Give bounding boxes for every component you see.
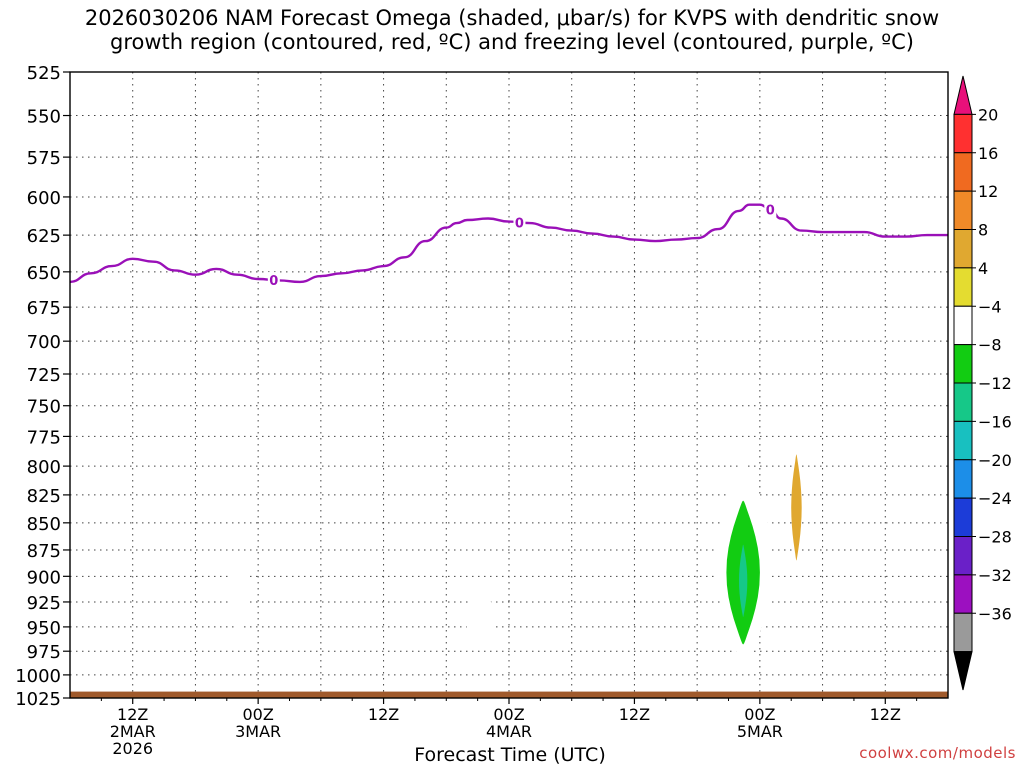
colorbar-segment (953, 420, 973, 461)
y-tick-label: 900 (27, 567, 61, 588)
colorbar-label: −12 (978, 374, 1012, 393)
contour-label-bg (267, 272, 280, 289)
x-tick-label: 12Z (870, 705, 901, 724)
y-tick-label: 625 (27, 226, 61, 247)
omega-region (791, 454, 802, 561)
chart-title-line-2: growth region (contoured, red, ºC) and f… (110, 30, 914, 54)
colorbar-segment (953, 497, 973, 537)
colorbar-segment (953, 344, 973, 384)
colorbar-label: 4 (978, 259, 988, 278)
contour-label-bg (764, 201, 777, 218)
x-tick-label: 12Z (117, 705, 148, 724)
y-tick-label: 875 (27, 541, 61, 562)
credit-label: coolwx.com/models (859, 744, 1016, 762)
x-tick-label: 12Z (619, 705, 650, 724)
colorbar-top-triangle (953, 75, 973, 115)
colorbar-segment (953, 267, 973, 307)
y-tick-label: 925 (27, 593, 61, 614)
chart-title: 2026030206 NAM Forecast Omega (shaded, μ… (0, 6, 1024, 54)
x-tick-label: 3MAR (235, 722, 281, 741)
y-tick-label: 825 (27, 486, 61, 507)
x-axis-title: Forecast Time (UTC) (414, 744, 606, 766)
colorbar-segment (953, 113, 973, 154)
x-tick-label: 5MAR (737, 722, 783, 741)
omega-region (228, 560, 248, 629)
y-tick-label: 700 (27, 332, 61, 353)
omega-region (739, 544, 748, 617)
omega-shading (228, 454, 802, 669)
colorbar-segment (953, 229, 973, 269)
colorbar-segment (953, 574, 973, 614)
colorbar-label: 20 (978, 105, 998, 124)
colorbar-label: −28 (978, 528, 1012, 547)
colorbar-segment (953, 152, 973, 192)
contour-label-bg (513, 214, 526, 231)
terrain-layer (70, 691, 948, 698)
colorbar-label: 12 (978, 182, 998, 201)
colorbar-bottom-triangle (953, 651, 973, 691)
x-tick-label: 2MAR (110, 722, 156, 741)
y-tick-label: 775 (27, 427, 61, 448)
y-tick-label: 600 (27, 188, 61, 209)
colorbar-label: −36 (978, 604, 1012, 623)
colorbar-segment (953, 612, 973, 653)
y-tick-label: 525 (27, 63, 61, 84)
y-tick-label: 750 (27, 397, 61, 418)
y-tick-label: 975 (27, 642, 61, 663)
y-tick-label: 950 (27, 618, 61, 639)
colorbar-segment (953, 305, 973, 346)
colorbar-label: 16 (978, 144, 998, 163)
y-axis: 525 550 575 600 625 650 675 700 725 750 775 800 825 8… (15, 63, 70, 710)
chart-title-line-1: 2026030206 NAM Forecast Omega (shaded, μ… (84, 6, 940, 30)
grid-lines (70, 72, 948, 698)
y-tick-label: 1000 (15, 666, 61, 687)
colorbar-label: −8 (978, 336, 1002, 355)
y-tick-label: 1025 (15, 689, 61, 710)
y-tick-label: 575 (27, 148, 61, 169)
y-tick-label: 675 (27, 298, 61, 319)
y-tick-label: 725 (27, 365, 61, 386)
colorbar-segment (953, 382, 973, 422)
x-tick-label: 12Z (368, 705, 399, 724)
x-tick-label: 00Z (242, 705, 273, 724)
x-tick-label: 4MAR (486, 722, 532, 741)
colorbar-segment (953, 190, 973, 230)
x-tick-label: 00Z (493, 705, 524, 724)
y-tick-label: 550 (27, 107, 61, 128)
y-tick-label: 800 (27, 457, 61, 478)
x-tick-label: 2026 (112, 739, 153, 758)
colorbar-segment (953, 536, 973, 576)
contour-label: 0 (766, 203, 775, 218)
colorbar-label: −4 (978, 297, 1002, 316)
colorbar: 20 16 12 8 4 −4 −8 −12 −16 −20 −24 −28 −32 −36 (953, 75, 1012, 691)
colorbar-label: −32 (978, 566, 1012, 585)
x-tick-label: 00Z (744, 705, 775, 724)
freezing-level-contour: 0 0 0 (70, 201, 948, 289)
colorbar-label: −20 (978, 451, 1012, 470)
colorbar-label: −24 (978, 489, 1012, 508)
y-tick-label: 850 (27, 514, 61, 535)
colorbar-label: −16 (978, 412, 1012, 431)
omega-region (465, 589, 497, 647)
y-tick-label: 650 (27, 263, 61, 284)
terrain-band (70, 691, 948, 698)
contour-label: 0 (269, 274, 278, 289)
contour-label: 0 (515, 216, 524, 231)
colorbar-label: 8 (978, 221, 988, 240)
colorbar-segment (953, 459, 973, 499)
